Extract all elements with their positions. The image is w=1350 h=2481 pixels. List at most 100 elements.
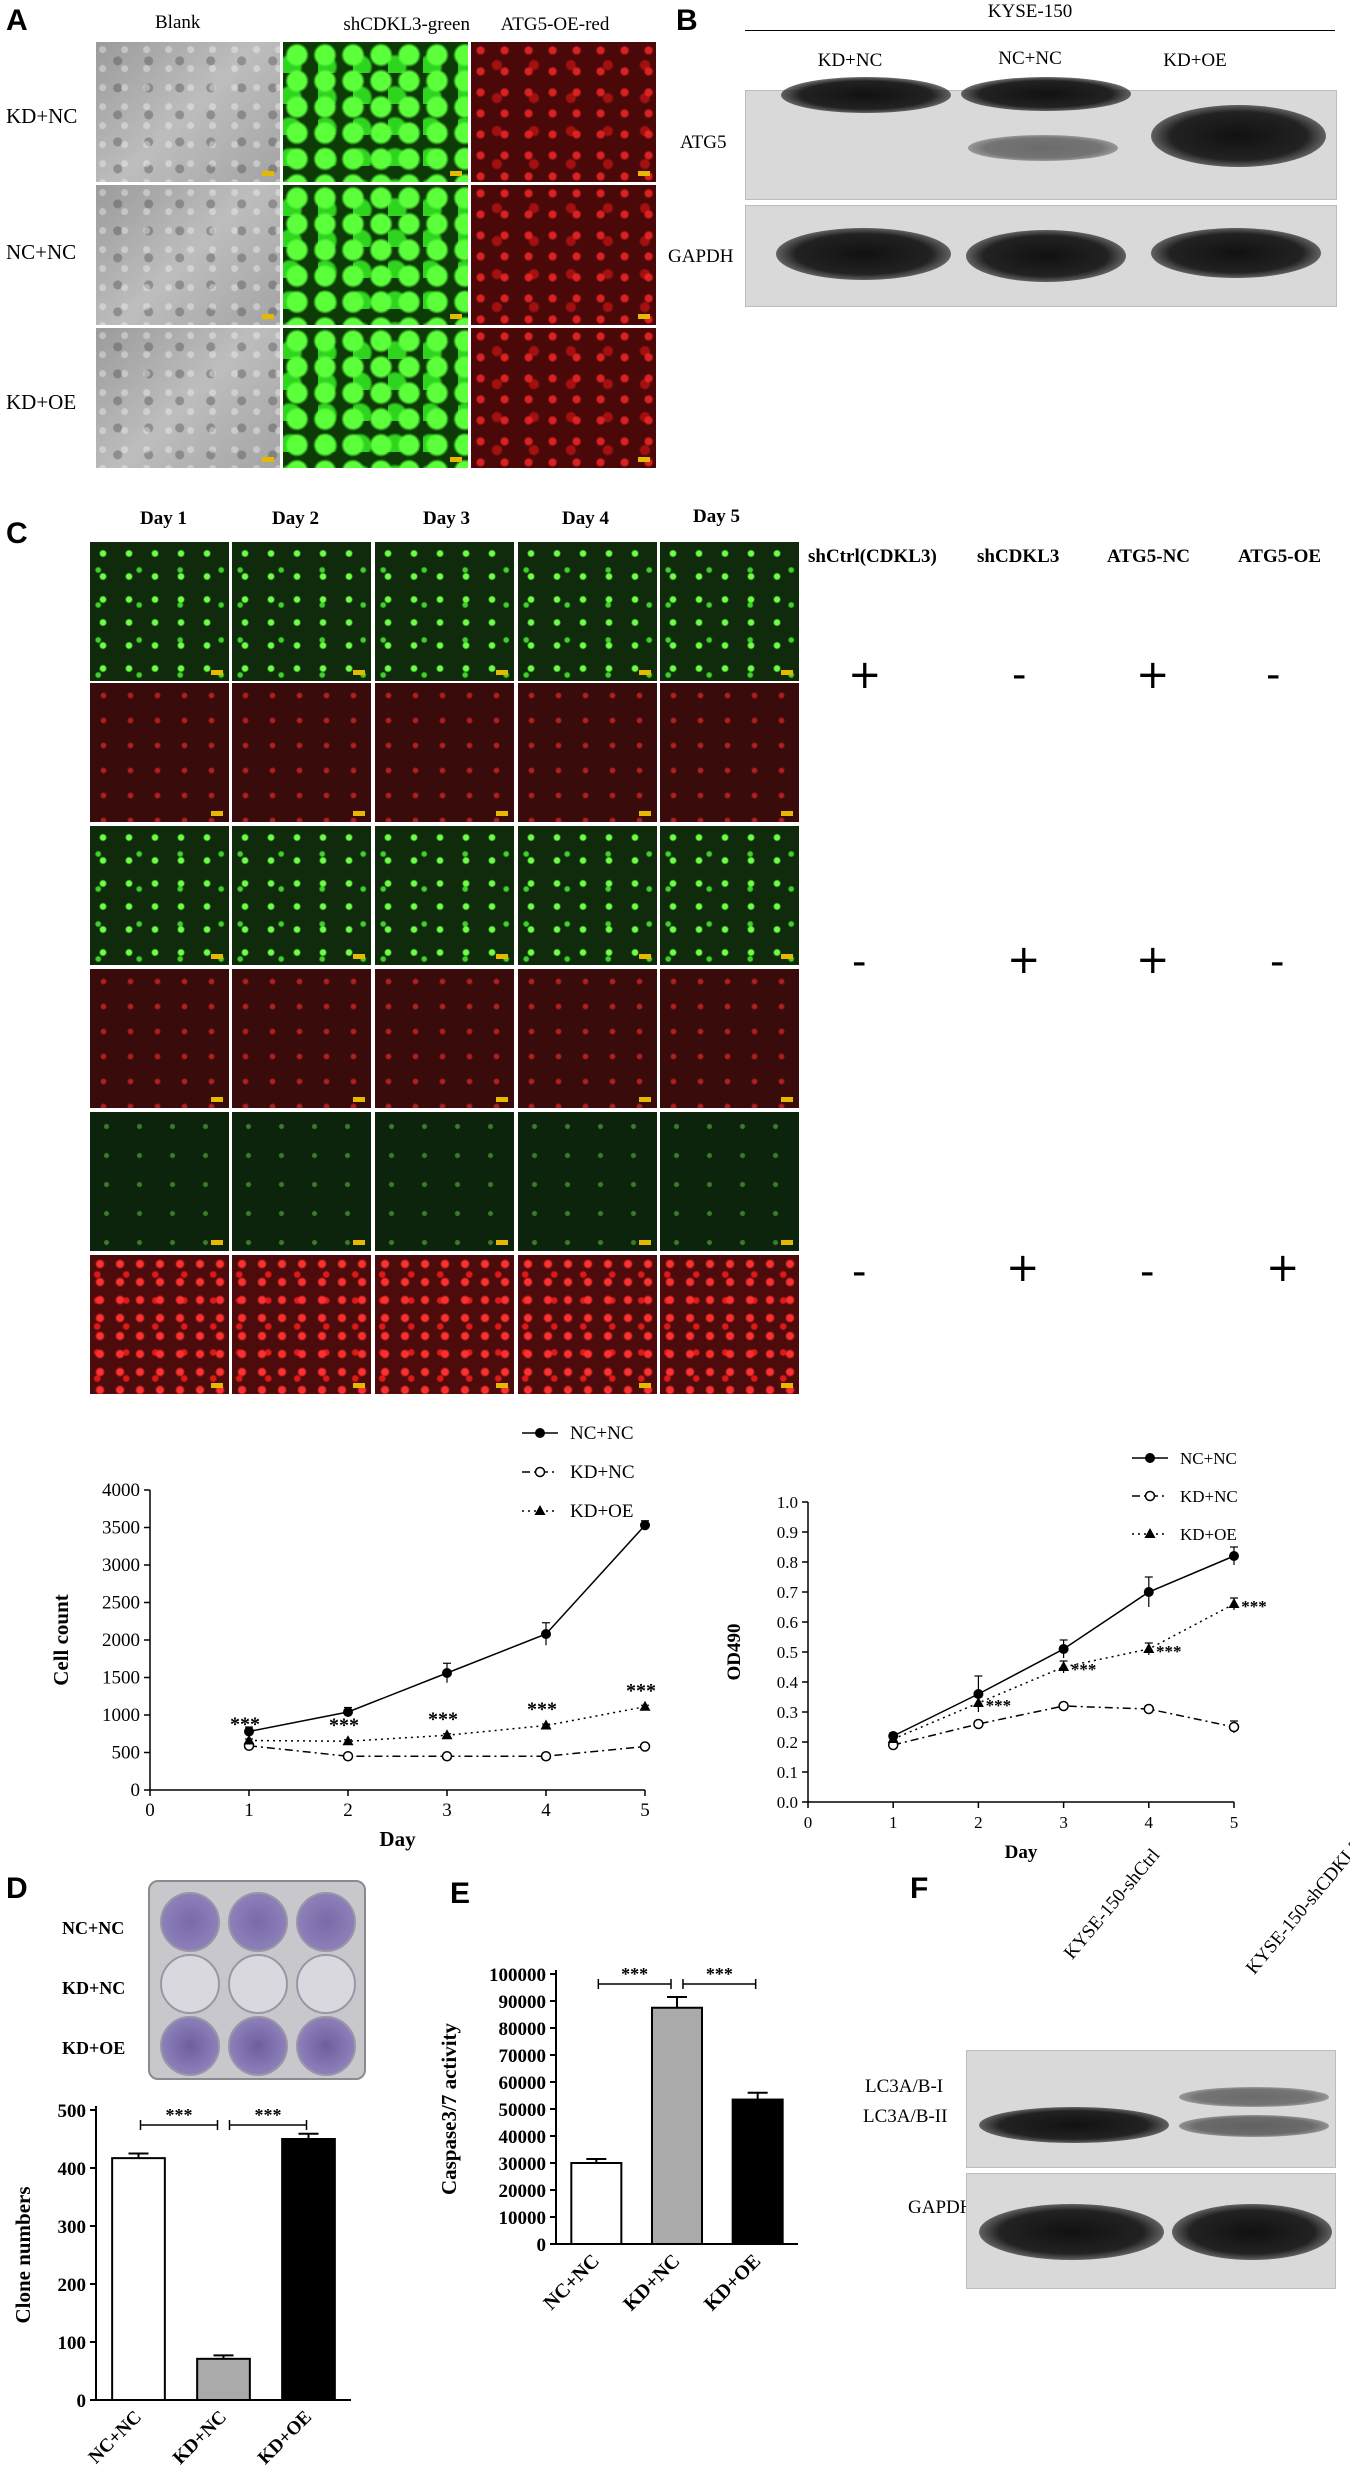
- data-point-series-1: [640, 1520, 650, 1531]
- sign-group1-atg5-oe: -: [1266, 652, 1281, 698]
- significance-label: ***: [255, 2105, 282, 2125]
- micrograph-row6-day3: [375, 1255, 514, 1394]
- protein-label-lc3-ii: LC3A/B-II: [863, 2106, 948, 2127]
- col-label-shcdkl3-green: shCDKL3-green: [343, 14, 470, 35]
- micrograph-row6-day5: [660, 1255, 799, 1394]
- day-label-5: Day 5: [693, 506, 740, 527]
- micrograph-row2-day1: [90, 683, 229, 822]
- y-tick-label: 3500: [102, 1518, 140, 1539]
- y-tick-label: 10000: [499, 2208, 547, 2229]
- category-label-3: KD+OE: [700, 2250, 765, 2315]
- caspase-activity-chart: 0 10000 20000 30000 40000 50000 60000 70000 8000…: [437, 1964, 798, 2315]
- micrograph-blank-nc-nc: [96, 185, 280, 325]
- y-tick-label: 0.4: [777, 1673, 799, 1692]
- micrograph-row5-day1: [90, 1112, 229, 1251]
- data-point-series-1: [442, 1668, 452, 1678]
- y-tick-label: 400: [58, 2159, 87, 2180]
- y-tick-label: 0.3: [777, 1703, 798, 1722]
- data-point-series-2: [1143, 1703, 1155, 1715]
- significance-label: ***: [428, 1708, 458, 1730]
- bar-3: [281, 2138, 336, 2401]
- plate-row-label-nc-nc: NC+NC: [62, 1918, 125, 1938]
- bar-3: [731, 2098, 784, 2245]
- blot-atg5: [745, 77, 1337, 200]
- plate-well: [296, 1892, 356, 1952]
- x-tick-label: 3: [1059, 1813, 1068, 1832]
- data-point-series-2: [973, 1718, 984, 1730]
- plate-well: [296, 1954, 356, 2014]
- day-label-3: Day 3: [423, 508, 470, 529]
- plate-row-label-kd-nc: KD+NC: [62, 1978, 126, 1998]
- y-tick-label: 100: [58, 2333, 87, 2354]
- significance-label: ***: [621, 1964, 648, 1984]
- blot-lc3: [966, 2050, 1336, 2168]
- plate-row-label-kd-oe: KD+OE: [62, 2038, 126, 2058]
- significance-label: ***: [1241, 1597, 1267, 1616]
- y-tick-label: 0.8: [777, 1553, 798, 1572]
- protein-label-gapdh: GAPDH: [668, 246, 734, 267]
- sign-group3-atg5-nc: -: [1140, 1249, 1155, 1295]
- protein-label-lc3-i: LC3A/B-I: [865, 2076, 944, 2097]
- significance-label: ***: [986, 1696, 1012, 1715]
- plate-well: [228, 1954, 288, 2014]
- y-tick-label: 2000: [102, 1630, 140, 1651]
- significance-label: ***: [626, 1680, 656, 1702]
- micrograph-row3-day1: [90, 826, 229, 965]
- y-tick-label: 20000: [499, 2181, 547, 2202]
- row-label-kd-nc: KD+NC: [6, 104, 78, 128]
- micrograph-row2-day2: [232, 683, 371, 822]
- y-tick-label: 70000: [499, 2046, 547, 2067]
- clone-numbers-chart: 0 100 200 300 400 500 Clone numbers NC+NC KD+NC K…: [11, 2101, 351, 2469]
- day-label-4: Day 4: [562, 508, 609, 529]
- y-tick-label: 1000: [102, 1705, 140, 1726]
- data-point-series-2: [441, 1751, 453, 1762]
- x-axis-label: Day: [379, 1827, 416, 1851]
- micrograph-blank-kd-nc: [96, 42, 280, 182]
- micrograph-row2-day4: [518, 683, 657, 822]
- data-point-series-3: [972, 1697, 984, 1707]
- cell-count-chart: 0 500 1000 1500 2000 2500 3000 3500 4000 0 1 2 3 4 5 Da…: [49, 1423, 656, 1851]
- micrograph-row2-day5: [660, 683, 799, 822]
- y-tick-label: 30000: [499, 2154, 547, 2175]
- y-tick-label: 0: [131, 1780, 141, 1801]
- sign-group3-shcdkl3: +: [1006, 1245, 1040, 1291]
- micrograph-red-kd-oe: [471, 328, 656, 468]
- series-line-3: [892, 1603, 1235, 1740]
- y-tick-label: 500: [58, 2101, 87, 2122]
- data-point-series-2: [1228, 1721, 1240, 1733]
- y-tick-label: 0.7: [777, 1583, 799, 1602]
- y-tick-label: 50000: [499, 2100, 547, 2121]
- data-point-series-1: [1143, 1587, 1154, 1597]
- y-tick-label: 60000: [499, 2073, 547, 2094]
- x-tick-label: 2: [343, 1800, 353, 1821]
- x-tick-label: 5: [1230, 1813, 1239, 1832]
- micrograph-row5-day3: [375, 1112, 514, 1251]
- plate-well: [160, 2016, 220, 2076]
- sign-group2-shctrl: -: [852, 939, 867, 985]
- micrograph-row5-day2: [232, 1112, 371, 1251]
- y-tick-label: 300: [58, 2217, 87, 2238]
- x-tick-label: 3: [442, 1800, 452, 1821]
- sign-group1-shctrl: +: [848, 652, 882, 698]
- micrograph-row4-day4: [518, 969, 657, 1108]
- protein-label-atg5: ATG5: [680, 132, 727, 153]
- series-line-2: [893, 1705, 1235, 1746]
- micrograph-row3-day2: [232, 826, 371, 965]
- condition-label-atg5-nc: ATG5-NC: [1107, 546, 1191, 567]
- y-tick-label: 4000: [102, 1480, 140, 1501]
- y-tick-label: 0.6: [777, 1613, 798, 1632]
- y-axis-label: Cell count: [49, 1594, 73, 1686]
- y-tick-label: 1.0: [777, 1493, 798, 1512]
- blot-gapdh: [745, 205, 1337, 307]
- sign-group1-shcdkl3: -: [1012, 652, 1027, 698]
- x-tick-label: 0: [145, 1800, 155, 1821]
- micrograph-red-kd-nc: [471, 42, 656, 182]
- sign-group2-atg5-nc: +: [1136, 937, 1170, 983]
- y-tick-label: 80000: [499, 2019, 547, 2040]
- sign-group1-atg5-nc: +: [1136, 652, 1170, 698]
- data-point-series-1: [244, 1726, 254, 1737]
- panel-label-d: D: [6, 1872, 28, 1905]
- y-tick-label: 500: [112, 1743, 141, 1764]
- micrograph-row6-day1: [90, 1255, 229, 1394]
- significance-label: ***: [329, 1714, 359, 1736]
